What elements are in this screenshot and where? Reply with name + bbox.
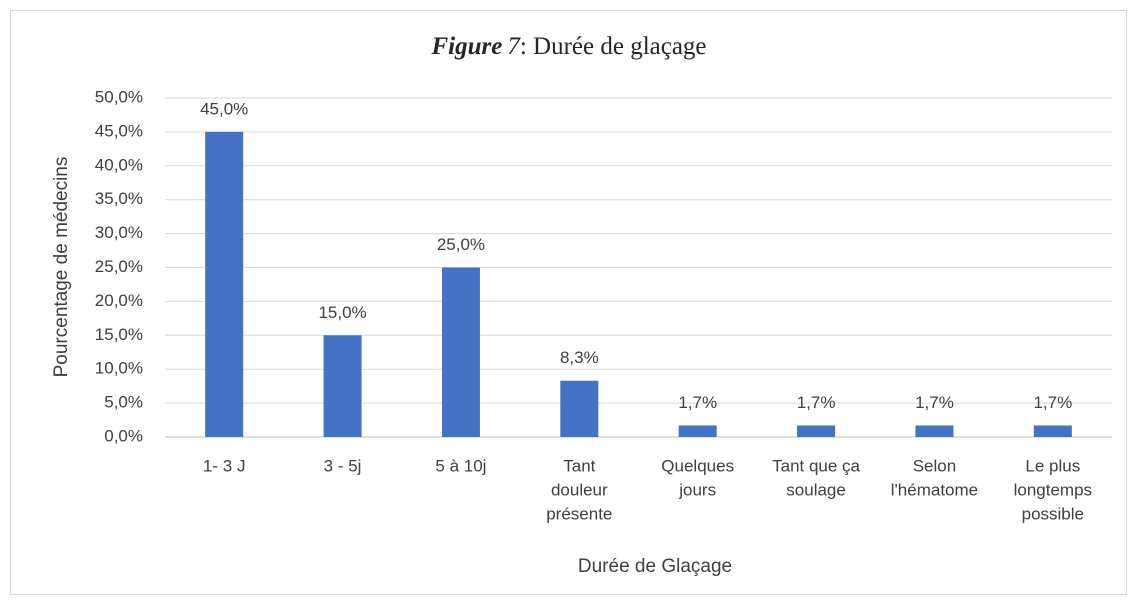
y-tick-label: 35,0%: [95, 189, 143, 208]
data-label: 15,0%: [318, 303, 366, 322]
data-label: 1,7%: [797, 393, 836, 412]
data-label: 1,7%: [915, 393, 954, 412]
bar: [1033, 425, 1072, 437]
data-label: 8,3%: [560, 348, 599, 367]
x-tick-label: Tant: [563, 456, 595, 475]
x-tick-label: Le plus: [1025, 456, 1080, 475]
title-text: : Durée de glaçage: [520, 33, 707, 60]
title-number: 7: [507, 33, 521, 60]
data-label: 45,0%: [200, 99, 248, 118]
bar: [797, 425, 836, 437]
y-tick-label: 10,0%: [95, 359, 143, 378]
bar: [323, 335, 362, 437]
chart-border: [10, 10, 1127, 595]
x-tick-label: Quelques: [661, 456, 734, 475]
y-tick-label: 40,0%: [95, 155, 143, 174]
x-tick-label: jours: [678, 480, 716, 499]
y-tick-label: 15,0%: [95, 325, 143, 344]
x-tick-label: 3 - 5j: [324, 456, 362, 475]
x-tick-label: 1- 3 J: [203, 456, 246, 475]
y-tick-label: 30,0%: [95, 223, 143, 242]
data-label: 1,7%: [1033, 393, 1072, 412]
x-tick-label: possible: [1022, 504, 1084, 523]
y-tick-label: 0,0%: [104, 426, 143, 445]
chart-title: Figure 7: Durée de glaçage: [430, 33, 706, 60]
title-label: Figure: [430, 33, 502, 60]
bar: [441, 267, 480, 437]
x-tick-label: présente: [546, 504, 612, 523]
x-tick-label: douleur: [551, 480, 608, 499]
data-label: 25,0%: [437, 235, 485, 254]
y-tick-label: 20,0%: [95, 291, 143, 310]
bar: [678, 425, 717, 437]
x-tick-label: longtemps: [1014, 480, 1092, 499]
y-axis-label: Pourcentage de médecins: [51, 157, 72, 378]
y-tick-label: 45,0%: [95, 121, 143, 140]
y-tick-label: 25,0%: [95, 257, 143, 276]
bar: [560, 380, 599, 437]
y-tick-label: 50,0%: [95, 87, 143, 106]
bar: [915, 425, 954, 437]
x-tick-label: 5 à 10j: [435, 456, 486, 475]
x-axis-label: Durée de Glaçage: [578, 556, 732, 577]
bar: [205, 131, 244, 437]
y-tick-label: 5,0%: [104, 393, 143, 412]
x-tick-label: Selon: [913, 456, 956, 475]
x-tick-label: Tant que ça: [772, 456, 860, 475]
data-label: 1,7%: [678, 393, 717, 412]
x-tick-label: soulage: [786, 480, 846, 499]
x-tick-label: l'hématome: [891, 480, 978, 499]
